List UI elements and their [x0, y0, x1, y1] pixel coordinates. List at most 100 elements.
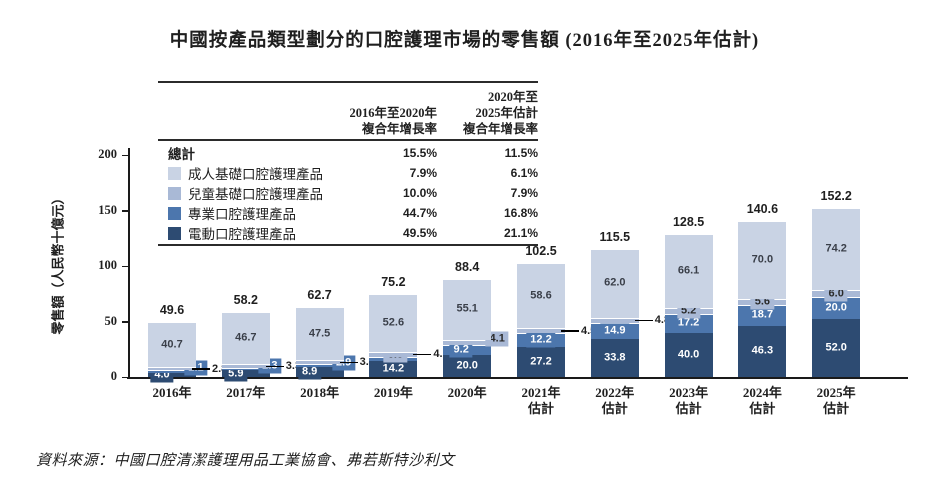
row-total-cagr-2020-2025: 11.5% [504, 146, 538, 160]
bar-2022-segment-electric [590, 339, 639, 377]
bar-2017-segment-kids [221, 364, 270, 368]
row-electric-cagr-2016-2020: 49.5% [402, 226, 437, 240]
y-tick-label: 100 [98, 258, 117, 272]
x-axis-label-2016: 2016年 [152, 385, 192, 400]
bar-2021-label-professional: 12.2 [526, 332, 556, 348]
bar-2024-label-adult: 70.0 [751, 253, 774, 266]
table-row-electric: 電動口腔護理產品 49.5% 21.1% [168, 223, 538, 243]
bar-2021-segment-adult [517, 263, 565, 329]
bar-2017-segment-adult [221, 312, 270, 365]
bar-2020-label-adult: 55.1 [456, 302, 478, 315]
table-row-total: 總計 15.5% 11.5% [168, 143, 538, 163]
row-label-kids-basic: 兒童基礎口腔護理產品 [188, 187, 323, 202]
bar-2024-label-electric: 46.3 [751, 344, 774, 357]
bar-2023-total-label: 128.5 [672, 215, 705, 230]
bar-2018-segment-professional [295, 363, 344, 368]
bar-2024-segment-electric [738, 325, 787, 377]
bar-2025-segment-adult [812, 208, 861, 291]
bar-2019-callout-line-kids [413, 353, 432, 356]
x-axis-label-2017: 2017年 [226, 385, 266, 400]
x-axis-label-2023: 2023年 估計 [669, 385, 709, 416]
legend-swatch-adult [168, 166, 181, 180]
bar-2019-label-adult: 52.6 [382, 316, 405, 329]
bar-2019-total-label: 75.2 [381, 274, 406, 289]
bar-2016-segment-professional [148, 370, 196, 373]
table-header-cagr-2020-2025: 2020年至 2025年估計 複合年增長率 [462, 90, 538, 136]
y-tick-label: 50 [104, 313, 118, 328]
bar-2016-segment-kids [148, 367, 196, 371]
bar-2020-total-label: 88.4 [455, 259, 480, 274]
x-axis-label-2020: 2020年 [447, 385, 487, 400]
y-tick-label: 200 [98, 147, 117, 161]
bar-2017-total-label: 58.2 [233, 293, 258, 308]
row-adult-cagr-2016-2020: 7.9% [409, 166, 437, 180]
table-header-cagr-2016-2020: 2016年至2020年 複合年增長率 [349, 106, 437, 136]
bar-2016-total-label: 49.6 [159, 302, 185, 317]
legend-swatch-professional [168, 206, 181, 220]
table-header-rule [158, 139, 538, 141]
source-note: 資料來源：中國口腔清潔護理用品工業協會、弗若斯特沙利文 [36, 453, 455, 469]
y-axis-title: 零售額（人民幣十億元） [50, 191, 66, 335]
y-tick-label: 0 [110, 369, 117, 383]
bar-2021-total-label: 102.5 [525, 244, 557, 259]
bar-2025-label-electric: 52.0 [825, 341, 847, 354]
bar-2022-label-electric: 33.8 [604, 351, 626, 364]
bar-2020-segment-electric [443, 354, 492, 377]
bar-2024-segment-adult [738, 220, 787, 299]
bar-2020-label-professional: 9.2 [449, 342, 473, 358]
bar-2022-callout-line-kids [634, 319, 653, 322]
y-tick-mark [122, 210, 128, 212]
bar-2022-label-professional: 14.9 [600, 323, 630, 339]
row-label-total: 總計 [168, 147, 195, 162]
bar-2017-label-adult: 46.7 [235, 331, 257, 344]
bar-2019-segment-kids [369, 351, 418, 357]
x-axis-label-2022: 2022年 估計 [595, 385, 635, 416]
y-tick-mark [122, 154, 128, 156]
bar-2024-total-label: 140.6 [746, 201, 779, 216]
bar-2018-total-label: 62.7 [307, 288, 332, 303]
bar-2023-label-professional: 17.2 [677, 316, 700, 329]
bar-2025-label-adult: 74.2 [825, 242, 847, 255]
chart-title: 中國按產品類型劃分的口腔護理市場的零售額 (2016年至2025年估計) [169, 31, 760, 51]
bar-2025-total-label: 152.2 [820, 189, 852, 204]
table-row-professional: 專業口腔護理產品 44.7% 16.8% [168, 203, 538, 223]
x-axis-line [127, 377, 908, 379]
bar-2018-callout-line-kids [339, 361, 358, 363]
bar-2017-callout-line-kids [265, 365, 284, 368]
x-axis-label-2021: 2021年 估計 [521, 385, 561, 416]
row-electric-cagr-2020-2025: 21.1% [503, 226, 538, 240]
bar-2020-segment-adult [443, 278, 492, 341]
x-axis-label-2025: 2025年 估計 [816, 385, 856, 416]
bar-2020-segment-kids [443, 340, 492, 345]
y-tick-mark [122, 376, 128, 378]
bar-2022-total-label: 115.5 [599, 229, 631, 244]
bar-2017-segment-professional [221, 367, 270, 371]
row-adult-cagr-2020-2025: 6.1% [510, 166, 538, 180]
bar-2025-label-professional: 20.0 [825, 301, 847, 314]
bar-2021-label-adult: 58.6 [530, 289, 552, 302]
bar-2023-segment-adult [664, 234, 713, 308]
bar-2023-label-adult: 66.1 [677, 264, 700, 277]
x-axis-label-2019: 2019年 [373, 385, 413, 400]
bar-2018-segment-kids [295, 360, 344, 364]
bar-2021-segment-kids [517, 328, 565, 334]
bar-2022-label-adult: 62.0 [604, 276, 626, 289]
y-tick-label: 150 [98, 202, 117, 217]
bar-2019-label-electric: 14.2 [382, 362, 405, 375]
legend-cagr-table: 2016年至2020年 複合年增長率 2020年至 2025年估計 複合年增長率… [158, 81, 538, 246]
bar-2019-segment-adult [369, 293, 418, 352]
bar-2025-segment-electric [812, 319, 861, 377]
legend-swatch-kids [168, 186, 181, 200]
bar-2020-label-electric: 20.0 [456, 359, 478, 372]
legend-swatch-electric [168, 226, 181, 240]
row-label-adult-basic: 成人基礎口腔護理產品 [188, 167, 323, 182]
x-axis-label-2024: 2024年 估計 [742, 385, 782, 416]
bar-2024-label-professional: 18.7 [751, 308, 774, 321]
bar-2016-label-adult: 40.7 [161, 338, 183, 351]
row-label-professional: 專業口腔護理產品 [188, 207, 296, 222]
row-kids-cagr-2016-2020: 10.0% [402, 186, 437, 200]
y-tick-mark [122, 265, 128, 267]
bar-2016-callout-line-kids [192, 368, 210, 370]
